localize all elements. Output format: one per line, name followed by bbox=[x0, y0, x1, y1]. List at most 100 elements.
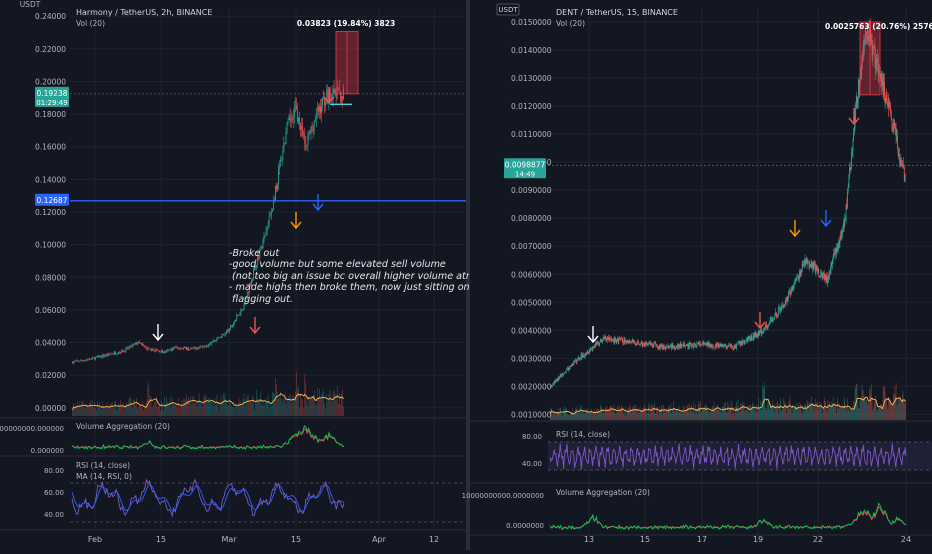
right-volume-bar bbox=[830, 406, 831, 420]
left-candle-body bbox=[217, 337, 219, 339]
right-candle-body bbox=[805, 259, 807, 263]
right-candle-body bbox=[633, 340, 635, 342]
right-candle-body bbox=[782, 304, 784, 307]
right-volume-bar bbox=[804, 405, 806, 420]
right-volume-bar bbox=[821, 413, 823, 420]
left-candle-body bbox=[93, 357, 94, 359]
left-volume-bar bbox=[327, 401, 329, 416]
left-candle-body bbox=[173, 347, 175, 350]
right-candle-body bbox=[634, 343, 636, 345]
right-volume-bar bbox=[644, 408, 646, 420]
left-candle-body bbox=[95, 357, 96, 360]
left-candle-body bbox=[109, 354, 111, 355]
left-candle-body bbox=[197, 348, 199, 349]
left-y-tick: 0.20000 bbox=[35, 77, 66, 86]
right-candle-body bbox=[821, 272, 822, 276]
right-volume-bar bbox=[619, 406, 620, 420]
left-volume-bar bbox=[79, 400, 81, 416]
right-volume-bar bbox=[818, 405, 820, 420]
right-volume-bar bbox=[572, 412, 574, 420]
right-candle-body bbox=[754, 333, 756, 336]
right-volume-bar bbox=[621, 405, 622, 420]
left-candle-body bbox=[143, 344, 145, 346]
left-candle-body bbox=[193, 347, 195, 349]
right-candle-body bbox=[669, 347, 670, 348]
right-candle-body bbox=[683, 343, 685, 345]
right-volume-bar bbox=[789, 396, 791, 420]
right-candle-body bbox=[788, 292, 789, 298]
right-volume-bar bbox=[769, 409, 770, 420]
right-volume-bar bbox=[594, 412, 596, 420]
left-volume-bar bbox=[212, 401, 214, 416]
left-volume-bar bbox=[160, 410, 161, 416]
right-volume-bar bbox=[650, 412, 652, 420]
left-candle-body bbox=[194, 347, 196, 348]
right-candle-body bbox=[597, 342, 599, 344]
right-volume-bar bbox=[641, 409, 643, 420]
right-price-tag-text: 0.0098877 bbox=[505, 160, 546, 169]
left-candle-body bbox=[235, 319, 237, 322]
right-volume-bar bbox=[875, 402, 877, 420]
right-candle-body bbox=[609, 337, 611, 340]
left-volume-bar bbox=[170, 407, 172, 416]
right-candle-body bbox=[617, 339, 619, 343]
right-volume-bar bbox=[729, 410, 731, 420]
left-y-tick: 0.02000 bbox=[35, 371, 66, 380]
right-volume-bar bbox=[738, 406, 740, 420]
right-candle-body bbox=[727, 346, 729, 349]
right-volume-bar bbox=[643, 404, 645, 420]
right-volume-bar bbox=[645, 408, 647, 420]
left-candle-body bbox=[313, 120, 315, 131]
right-volume-bar bbox=[863, 395, 865, 420]
left-volume-bar bbox=[286, 400, 288, 416]
right-volume-bar bbox=[656, 406, 658, 420]
right-candle-body bbox=[693, 343, 695, 348]
left-volume-bar bbox=[224, 397, 226, 416]
right-volume-bar bbox=[586, 409, 588, 420]
right-candle-body bbox=[903, 165, 905, 168]
right-candle-body bbox=[558, 376, 559, 380]
right-candle-body bbox=[601, 340, 603, 343]
right-candle-body bbox=[697, 343, 698, 344]
left-candle-body bbox=[210, 343, 212, 345]
right-volume-bar bbox=[714, 407, 716, 420]
right-candle-body bbox=[753, 335, 755, 339]
left-volume-bar bbox=[228, 405, 229, 416]
right-volume-bar bbox=[558, 408, 559, 420]
right-candle-body bbox=[584, 355, 585, 357]
right-candle-body bbox=[764, 328, 766, 330]
right-candle-body bbox=[673, 347, 675, 349]
right-candle-body bbox=[840, 233, 842, 240]
right-volume-bar bbox=[663, 405, 664, 420]
left-volume-bar bbox=[306, 401, 308, 416]
right-candle-body bbox=[668, 345, 670, 348]
right-volume-bar bbox=[571, 413, 572, 420]
right-candle-body bbox=[614, 337, 616, 341]
right-volume-bar bbox=[591, 408, 592, 420]
right-candle-body bbox=[834, 249, 836, 256]
right-vol-agg-tick: 10000000000.0000000 bbox=[462, 492, 544, 500]
left-candle-body bbox=[160, 352, 161, 353]
right-volume-bar bbox=[614, 409, 616, 420]
right-volume-bar bbox=[877, 408, 879, 420]
right-y-tick: 0.0140000 bbox=[511, 46, 552, 55]
analysis-note: -Broke out -good volume but some elevate… bbox=[229, 248, 469, 305]
right-volume-bar bbox=[608, 409, 610, 420]
right-volume-bar bbox=[815, 405, 817, 420]
right-candle-body bbox=[855, 96, 857, 109]
right-volume-bar bbox=[731, 414, 733, 420]
right-volume-bar bbox=[604, 413, 605, 420]
left-volume-bar bbox=[336, 385, 338, 416]
right-candle-body bbox=[892, 125, 894, 132]
right-volume-bar bbox=[676, 407, 678, 420]
left-candle-body bbox=[286, 122, 288, 133]
left-candle-body bbox=[113, 352, 115, 355]
right-candle-body bbox=[722, 343, 724, 347]
left-candle-body bbox=[153, 349, 155, 352]
right-candle-body bbox=[684, 344, 685, 347]
right-candle-body bbox=[728, 344, 730, 347]
panel-divider bbox=[466, 0, 470, 550]
right-volume-bar bbox=[869, 394, 871, 420]
right-candle-body bbox=[725, 345, 727, 348]
left-volume-bar bbox=[274, 393, 275, 416]
